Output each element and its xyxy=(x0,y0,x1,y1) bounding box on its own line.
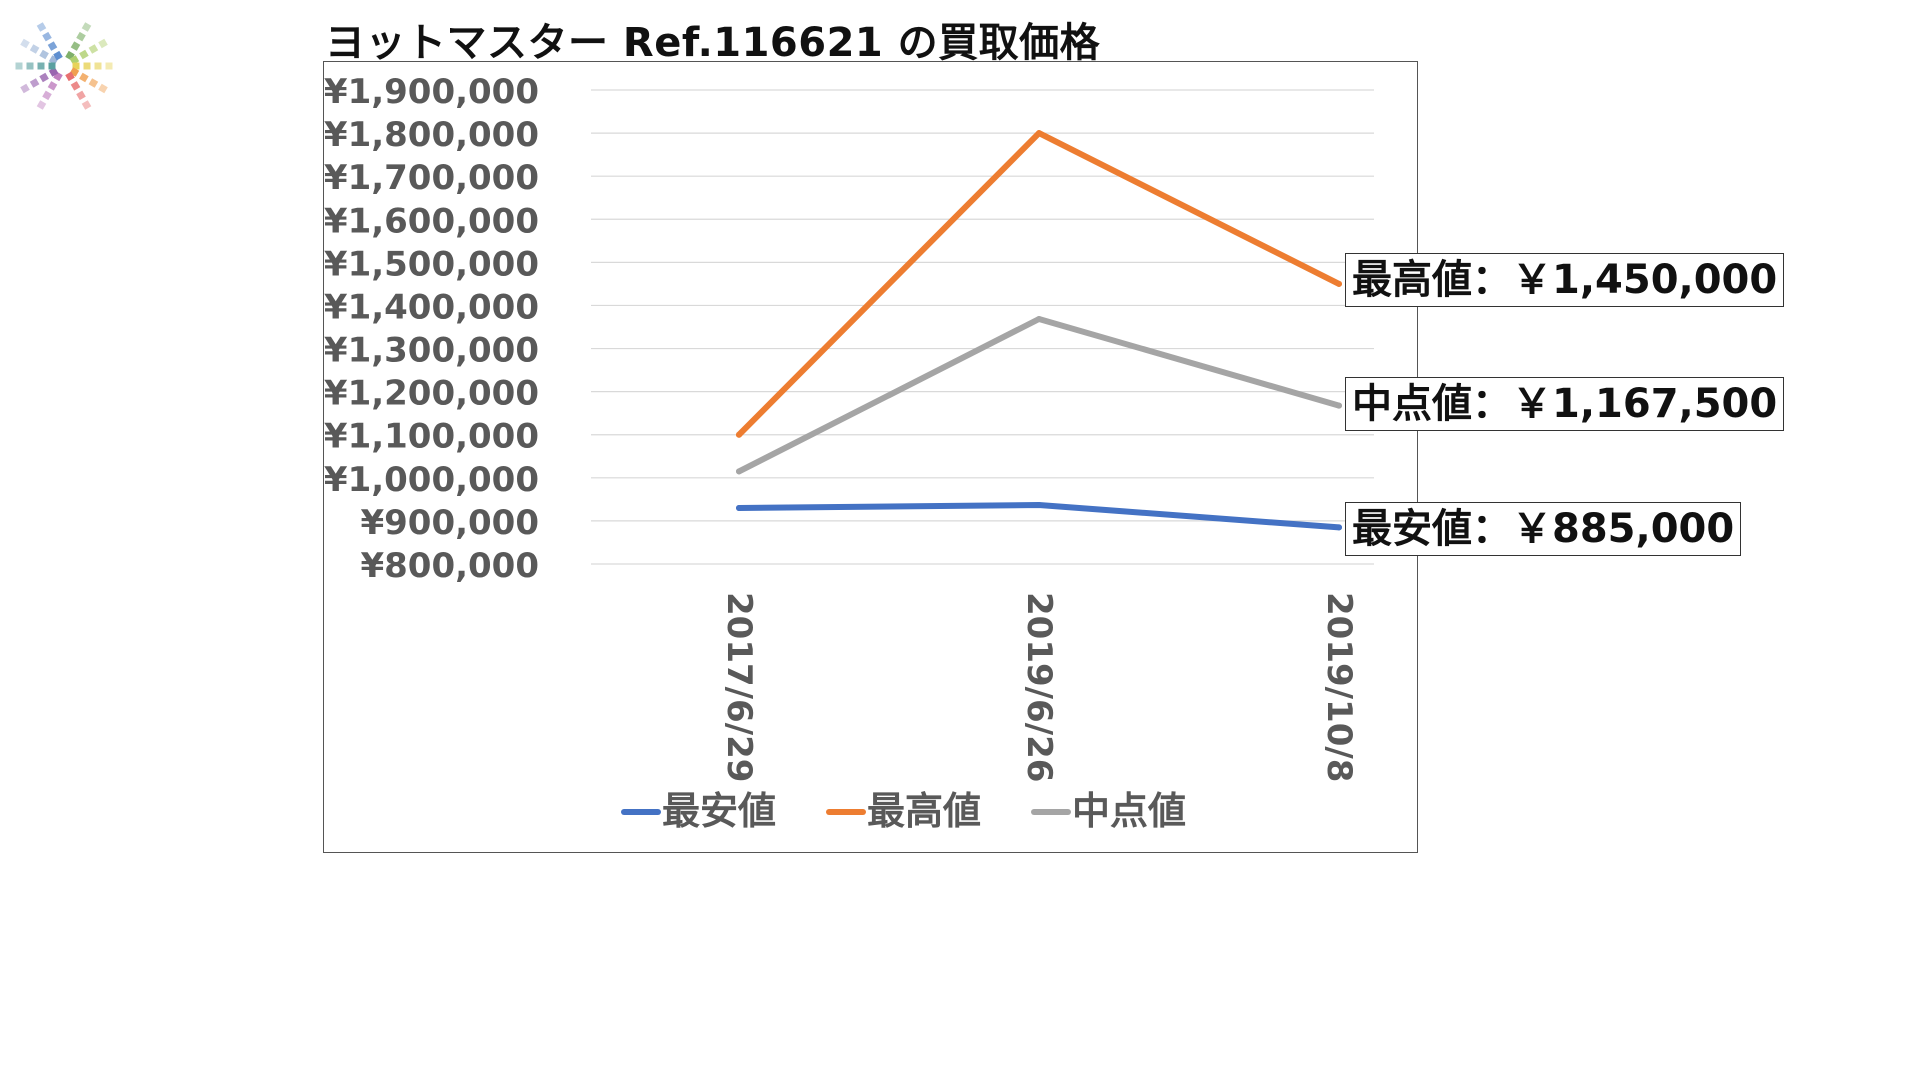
y-tick-label: ¥1,800,000 xyxy=(324,115,539,155)
data-point xyxy=(1336,402,1342,409)
logo-mark xyxy=(15,62,23,70)
color-spokes-logo-icon xyxy=(15,22,113,110)
logo-mark xyxy=(39,49,49,60)
logo-mark xyxy=(70,81,81,91)
y-tick-label: ¥1,500,000 xyxy=(324,244,539,284)
data-point xyxy=(1336,524,1342,531)
logo-mark xyxy=(83,62,91,70)
legend-label: 最高値 xyxy=(867,789,981,833)
logo-mark xyxy=(88,44,99,54)
logo-mark xyxy=(79,72,89,83)
logo-mark xyxy=(72,62,80,70)
logo-mark xyxy=(65,71,75,82)
y-tick-label: ¥1,600,000 xyxy=(324,201,539,241)
data-point xyxy=(736,468,742,475)
logo-mark xyxy=(81,100,92,110)
data-point xyxy=(736,431,742,438)
y-tick-label: ¥1,400,000 xyxy=(324,287,539,327)
data-point xyxy=(1036,502,1042,508)
y-tick-label: ¥1,000,000 xyxy=(324,460,539,500)
y-tick-label: ¥1,100,000 xyxy=(324,417,539,457)
page-title: ヨットマスター Ref.116621 の買取価格 xyxy=(325,20,1101,66)
logo-mark xyxy=(76,31,86,42)
logo-mark xyxy=(47,41,58,51)
logo-mark xyxy=(53,50,63,61)
logo-mark xyxy=(42,31,52,42)
data-point xyxy=(1036,130,1042,137)
logo-mark xyxy=(79,49,89,60)
data-point xyxy=(1036,316,1042,322)
data-point xyxy=(736,505,742,511)
logo-mark xyxy=(88,78,99,88)
series-line xyxy=(736,502,1342,531)
logo-mark xyxy=(36,22,47,32)
logo-mark xyxy=(76,90,86,101)
data-point xyxy=(1336,280,1342,287)
legend-label: 中点値 xyxy=(1072,789,1186,833)
logo-mark xyxy=(105,62,113,70)
logo-mark xyxy=(47,81,58,91)
logo-mark xyxy=(98,38,108,49)
logo-mark xyxy=(94,62,102,70)
x-tick-label: 2019/6/26 xyxy=(1019,592,1059,782)
logo-mark xyxy=(26,62,34,70)
y-tick-label: ¥1,300,000 xyxy=(324,331,539,371)
y-tick-label: ¥900,000 xyxy=(360,503,539,543)
logo-mark xyxy=(29,44,40,54)
logo-mark xyxy=(29,78,40,88)
logo-mark xyxy=(69,55,80,65)
logo-mark xyxy=(42,90,52,101)
logo-mark xyxy=(98,83,108,94)
logo-mark xyxy=(36,100,47,110)
logo-mark xyxy=(37,62,45,70)
legend-label: 最安値 xyxy=(662,789,776,833)
chart-frame: ¥1,900,000 ¥1,800,000 ¥1,700,000 ¥1,600,000… xyxy=(323,61,1418,853)
y-tick-label: ¥1,900,000 xyxy=(324,72,539,112)
logo-mark xyxy=(48,62,56,70)
y-tick-label: ¥1,700,000 xyxy=(324,158,539,198)
x-tick-label: 2017/6/29 xyxy=(719,592,759,782)
x-tick-label: 2019/10/8 xyxy=(1319,592,1359,782)
line-chart: ¥1,900,000¥1,800,000¥1,700,000¥1,600,000… xyxy=(324,72,1374,833)
y-tick-label: ¥800,000 xyxy=(360,546,539,586)
logo-mark xyxy=(48,67,59,77)
y-tick-label: ¥1,200,000 xyxy=(324,374,539,414)
logo-mark xyxy=(20,38,30,49)
logo-mark xyxy=(39,72,49,83)
logo-mark xyxy=(81,22,92,32)
series-line xyxy=(736,130,1342,438)
min-value-callout: 最安値：￥885,000 xyxy=(1345,502,1742,556)
logo-mark xyxy=(20,83,30,94)
logo-mark xyxy=(70,41,81,51)
mid-value-callout: 中点値：￥1,167,500 xyxy=(1345,377,1785,431)
max-value-callout: 最高値：￥1,450,000 xyxy=(1345,253,1785,307)
